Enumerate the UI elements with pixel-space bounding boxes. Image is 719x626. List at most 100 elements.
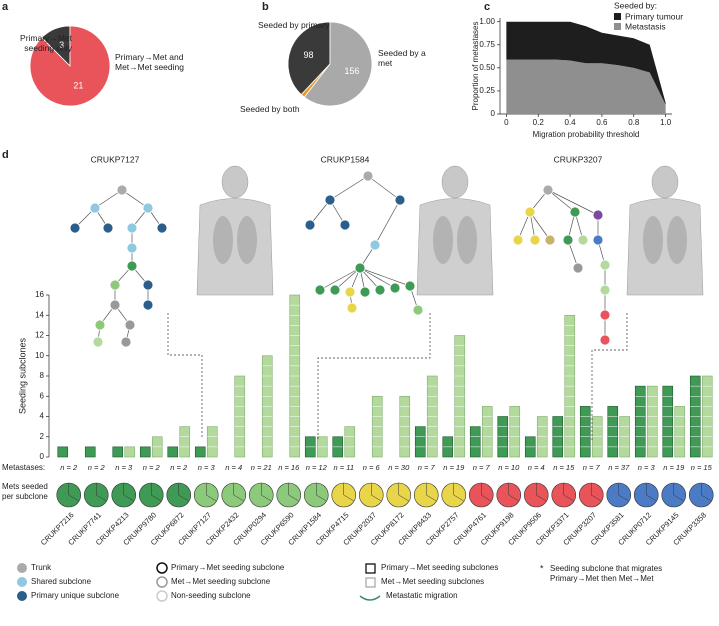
- bar: [344, 426, 356, 458]
- x-tick-label: 0: [504, 118, 509, 127]
- y-tick-label: 16: [35, 290, 44, 299]
- tree-node: [69, 222, 81, 234]
- metastases-count: n = 2: [60, 463, 78, 472]
- subclone-pie-wedge: [68, 494, 79, 502]
- legend-swatch: [614, 23, 621, 30]
- tree-node: [109, 299, 121, 311]
- pie-label: Seeded by both: [240, 104, 300, 114]
- y-tick-label: 1.00: [479, 17, 495, 26]
- metastases-count: n = 16: [278, 463, 300, 472]
- subclone-pie-wedge: [536, 494, 547, 502]
- y-tick-label: 12: [35, 331, 44, 340]
- tree-edge: [359, 267, 396, 289]
- body-torso: [626, 198, 704, 296]
- subclone-pie-wedge: [123, 494, 134, 502]
- x-tick-label: 0.8: [628, 118, 640, 127]
- bar: [124, 446, 136, 458]
- pie-slice: [287, 21, 331, 96]
- tree-node: [412, 304, 424, 316]
- subclone-pie-wedge: [316, 494, 327, 502]
- tree-node: [577, 234, 589, 246]
- tree-node: [102, 222, 114, 234]
- tree-edge: [547, 189, 599, 216]
- tree-node: [142, 279, 154, 291]
- subclone-pie-wedge: [701, 494, 712, 502]
- legend-label: Met→Met seeding subclone: [171, 577, 271, 586]
- subclone-pie-wedge: [508, 494, 519, 502]
- metastases-count: n = 15: [691, 463, 713, 472]
- tree-title: CRUKP7127: [91, 154, 140, 164]
- tree-node: [599, 284, 611, 296]
- pie-label: Primary→Met and Met→Met seeding: [115, 52, 184, 72]
- subclone-pie-wedge: [233, 494, 244, 502]
- tree-connector: [167, 313, 203, 437]
- legend-migration: [359, 595, 381, 601]
- pie-label: Primary→Met seeding only: [20, 33, 72, 53]
- bar: [579, 406, 591, 458]
- tree-node: [544, 234, 556, 246]
- tree-edge: [319, 267, 361, 291]
- y-tick-label: 8: [40, 371, 45, 380]
- metastases-count: n = 2: [170, 463, 188, 472]
- tree-node: [344, 286, 356, 298]
- y-tick-label: 10: [35, 351, 44, 360]
- tree-node: [529, 234, 541, 246]
- y-tick-label: 0.25: [479, 86, 495, 95]
- tree-node: [324, 194, 336, 206]
- tree-connector: [591, 313, 628, 440]
- pies-label: Mets seeded per subclone: [2, 482, 48, 501]
- pie-slice: [29, 25, 111, 107]
- area: [506, 21, 666, 105]
- legend-node: [156, 576, 168, 588]
- subclone-pie-wedge: [343, 494, 354, 502]
- metastases-count: n = 3: [115, 463, 133, 472]
- y-tick-label: 4: [40, 412, 45, 421]
- legend-label: Metastasis: [625, 21, 666, 31]
- tree-node: [569, 206, 581, 218]
- tree-node: [599, 259, 611, 271]
- panel-letter: d: [2, 149, 9, 161]
- legend-label: Seeding subclone that migrates Primary→M…: [550, 564, 663, 583]
- metastases-count: n = 3: [198, 463, 216, 472]
- legend-node: [17, 563, 27, 573]
- body-torso: [416, 198, 494, 296]
- tree-node: [404, 280, 416, 292]
- bar: [481, 406, 493, 458]
- y-tick-label: 0: [40, 452, 45, 461]
- tree-node: [314, 284, 326, 296]
- tree-node: [599, 309, 611, 321]
- legend-label: Primary→Met seeding subclones: [381, 563, 498, 572]
- panel-letter: b: [262, 1, 269, 13]
- metastases-count: n = 30: [388, 463, 410, 472]
- bar: [634, 385, 646, 458]
- tree-node: [329, 284, 341, 296]
- pie-value: 3: [59, 40, 64, 50]
- metastases-count: n = 37: [608, 463, 630, 472]
- tree-node: [126, 222, 138, 234]
- metastases-count: n = 19: [663, 463, 685, 472]
- bar: [509, 406, 521, 458]
- y-axis-label: Seeding subclones: [17, 337, 27, 414]
- metastases-label: Metastases:: [2, 463, 45, 472]
- tree-node: [354, 262, 366, 274]
- metastases-count: n = 21: [251, 463, 272, 472]
- tree-title: CRUKP3207: [554, 154, 603, 164]
- bar: [469, 426, 481, 458]
- body-lung: [457, 216, 477, 264]
- y-tick-label: 14: [35, 310, 44, 319]
- tree-node: [89, 202, 101, 214]
- legend-swatch: [365, 577, 376, 588]
- tree-node: [359, 286, 371, 298]
- legend-asterisk: *: [540, 563, 544, 573]
- metastases-count: n = 19: [443, 463, 465, 472]
- metastases-count: n = 6: [363, 463, 381, 472]
- body-lung: [433, 216, 453, 264]
- subclone-pie-wedge: [673, 494, 684, 502]
- tree-node: [126, 242, 138, 254]
- metastases-count: n = 2: [143, 463, 161, 472]
- legend-label: Primary tumour: [625, 11, 683, 21]
- x-tick-label: 0.4: [565, 118, 577, 127]
- bar: [414, 426, 426, 458]
